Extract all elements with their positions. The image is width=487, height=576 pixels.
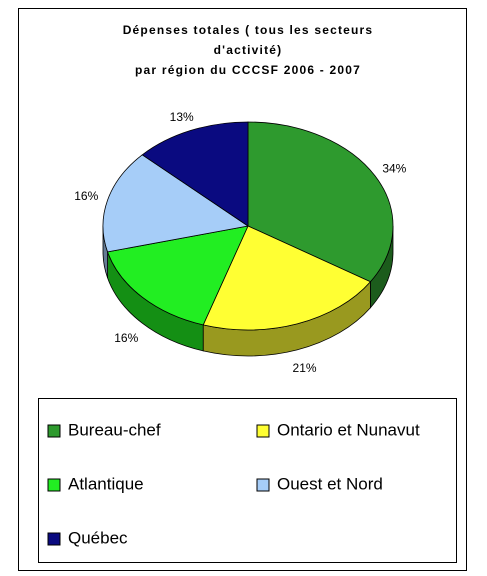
chart-title: Dépenses totales ( tous les secteurs (123, 23, 374, 37)
chart-title: d'activité) (214, 43, 283, 57)
chart-title: par région du CCCSF 2006 - 2007 (135, 63, 361, 77)
legend-swatch (47, 424, 61, 438)
pie: 34% 21% 16% 16% 13% (74, 110, 406, 375)
legend-swatch (256, 478, 270, 492)
slice (141, 121, 249, 227)
data-label: 34% (382, 161, 406, 175)
legend: Bureau-chef Ontario et Nunavut Atlantique O… (47, 420, 420, 547)
legend-swatch (47, 532, 61, 546)
slice (102, 154, 250, 253)
legend-swatch (256, 424, 270, 438)
slice (107, 225, 249, 326)
legend-label: Québec (68, 528, 128, 547)
legend-label: Ouest et Nord (277, 474, 383, 493)
legend-label: Atlantique (68, 474, 144, 493)
slice (202, 225, 372, 331)
legend-box (38, 398, 457, 563)
legend-label: Bureau-chef (68, 420, 161, 439)
data-label: 13% (170, 110, 194, 124)
data-label: 16% (114, 331, 138, 345)
legend-swatch (47, 478, 61, 492)
data-label: 21% (293, 361, 317, 375)
legend-label: Ontario et Nunavut (277, 420, 420, 439)
data-label: 16% (74, 189, 98, 203)
slice (247, 121, 394, 283)
